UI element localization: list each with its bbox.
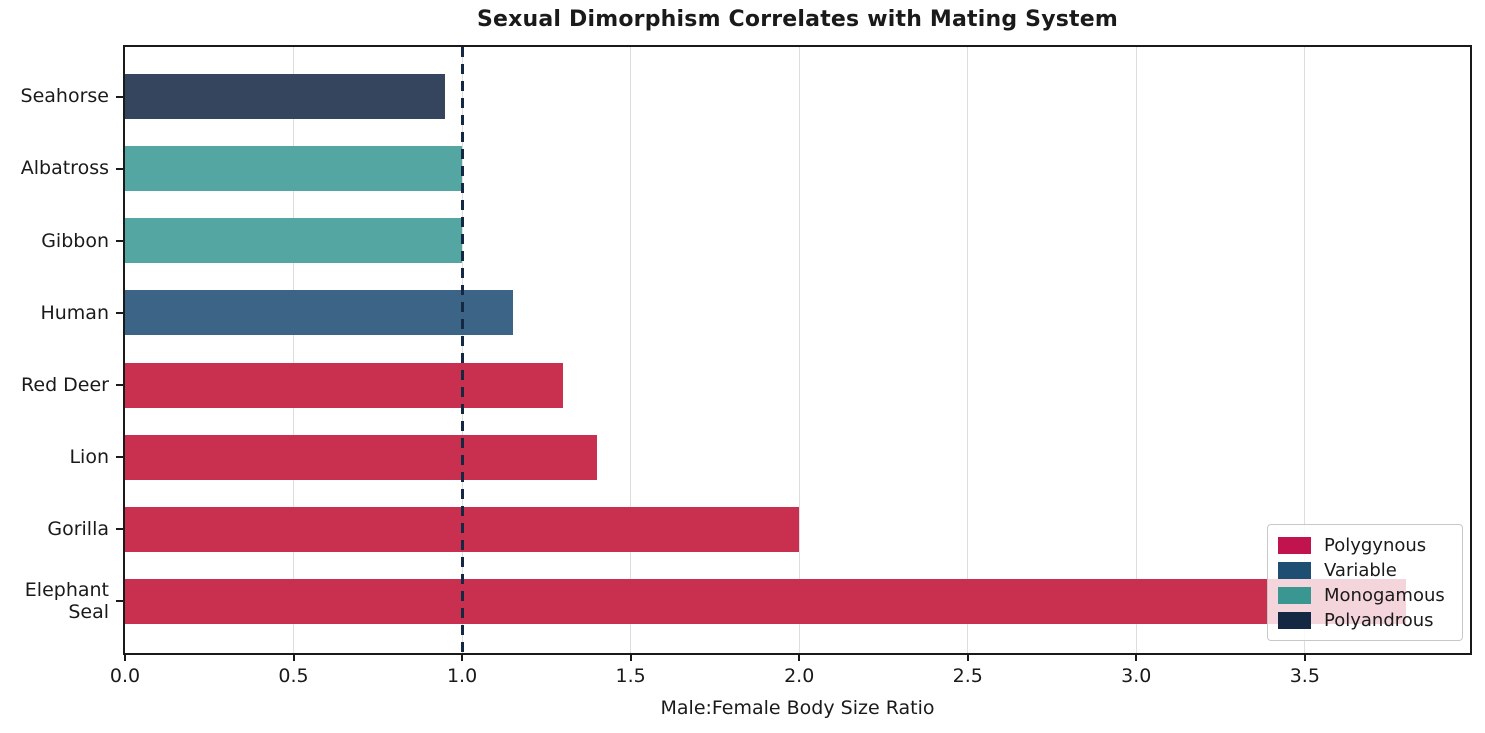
xtick-mark	[1135, 653, 1138, 661]
gridline-x-1.5	[630, 47, 632, 653]
legend-label: Monogamous	[1324, 584, 1445, 606]
legend-label: Variable	[1324, 559, 1397, 581]
ytick-mark	[116, 456, 125, 459]
legend-item-variable: Variable	[1278, 559, 1452, 581]
xtick-mark	[798, 653, 801, 661]
bar-red-deer	[125, 362, 564, 408]
ytick-label-albatross: Albatross	[20, 157, 109, 180]
ytick-mark	[116, 600, 125, 603]
xtick-label: 0.5	[278, 665, 309, 687]
ytick-label-seahorse: Seahorse	[20, 85, 109, 108]
legend-label: Polygynous	[1324, 534, 1427, 556]
ytick-label-red-deer: Red Deer	[21, 373, 109, 396]
gridline-x-3.5	[1304, 47, 1306, 653]
xtick-label: 2.5	[952, 665, 983, 687]
ytick-label-lion: Lion	[69, 445, 109, 468]
chart-title: Sexual Dimorphism Correlates with Mating…	[476, 7, 1119, 32]
ytick-label-elephant-seal: Elephant Seal	[24, 578, 109, 624]
legend: Polygynous Variable Monogamous Polyandrous	[1267, 524, 1463, 641]
xtick-label: 1.5	[615, 665, 646, 687]
ytick-mark	[116, 311, 125, 314]
legend-item-polyandrous: Polyandrous	[1278, 609, 1452, 631]
gridline-x-2	[798, 47, 800, 653]
legend-swatch-variable	[1278, 561, 1311, 579]
ytick-mark	[116, 95, 125, 98]
bar-elephant-seal	[125, 578, 1406, 624]
reference-line	[460, 47, 464, 653]
ytick-mark	[116, 239, 125, 242]
xtick-mark	[966, 653, 969, 661]
bar-albatross	[125, 146, 463, 192]
xtick-mark	[461, 653, 464, 661]
legend-item-monogamous: Monogamous	[1278, 584, 1452, 606]
legend-item-polygynous: Polygynous	[1278, 534, 1452, 556]
gridline-x-3	[1135, 47, 1137, 653]
xtick-mark	[629, 653, 632, 661]
ytick-label-human: Human	[40, 301, 109, 324]
bar-human	[125, 290, 513, 336]
xtick-label: 3.0	[1121, 665, 1152, 687]
plot-area	[125, 47, 1470, 653]
legend-swatch-polygynous	[1278, 536, 1311, 554]
legend-swatch-polyandrous	[1278, 611, 1311, 629]
ytick-mark	[116, 167, 125, 170]
xtick-mark	[1303, 653, 1306, 661]
bar-lion	[125, 434, 597, 480]
xtick-label: 2.0	[784, 665, 815, 687]
ytick-mark	[116, 528, 125, 531]
ytick-mark	[116, 384, 125, 386]
ytick-label-gibbon: Gibbon	[41, 229, 109, 252]
gridline-x-2.5	[967, 47, 969, 653]
xtick-mark	[124, 653, 126, 661]
x-axis-label: Male:Female Body Size Ratio	[660, 697, 935, 719]
xtick-label: 1.0	[446, 665, 478, 687]
xtick-label: 3.5	[1289, 665, 1320, 687]
xtick-label: 0.0	[109, 665, 141, 687]
bar-gibbon	[125, 218, 463, 264]
bar-seahorse	[125, 74, 446, 120]
ytick-label-gorilla: Gorilla	[47, 517, 109, 540]
xtick-mark	[292, 653, 295, 661]
legend-label: Polyandrous	[1324, 609, 1434, 631]
gridline-x-0.5	[293, 47, 295, 653]
legend-swatch-monogamous	[1278, 586, 1311, 604]
